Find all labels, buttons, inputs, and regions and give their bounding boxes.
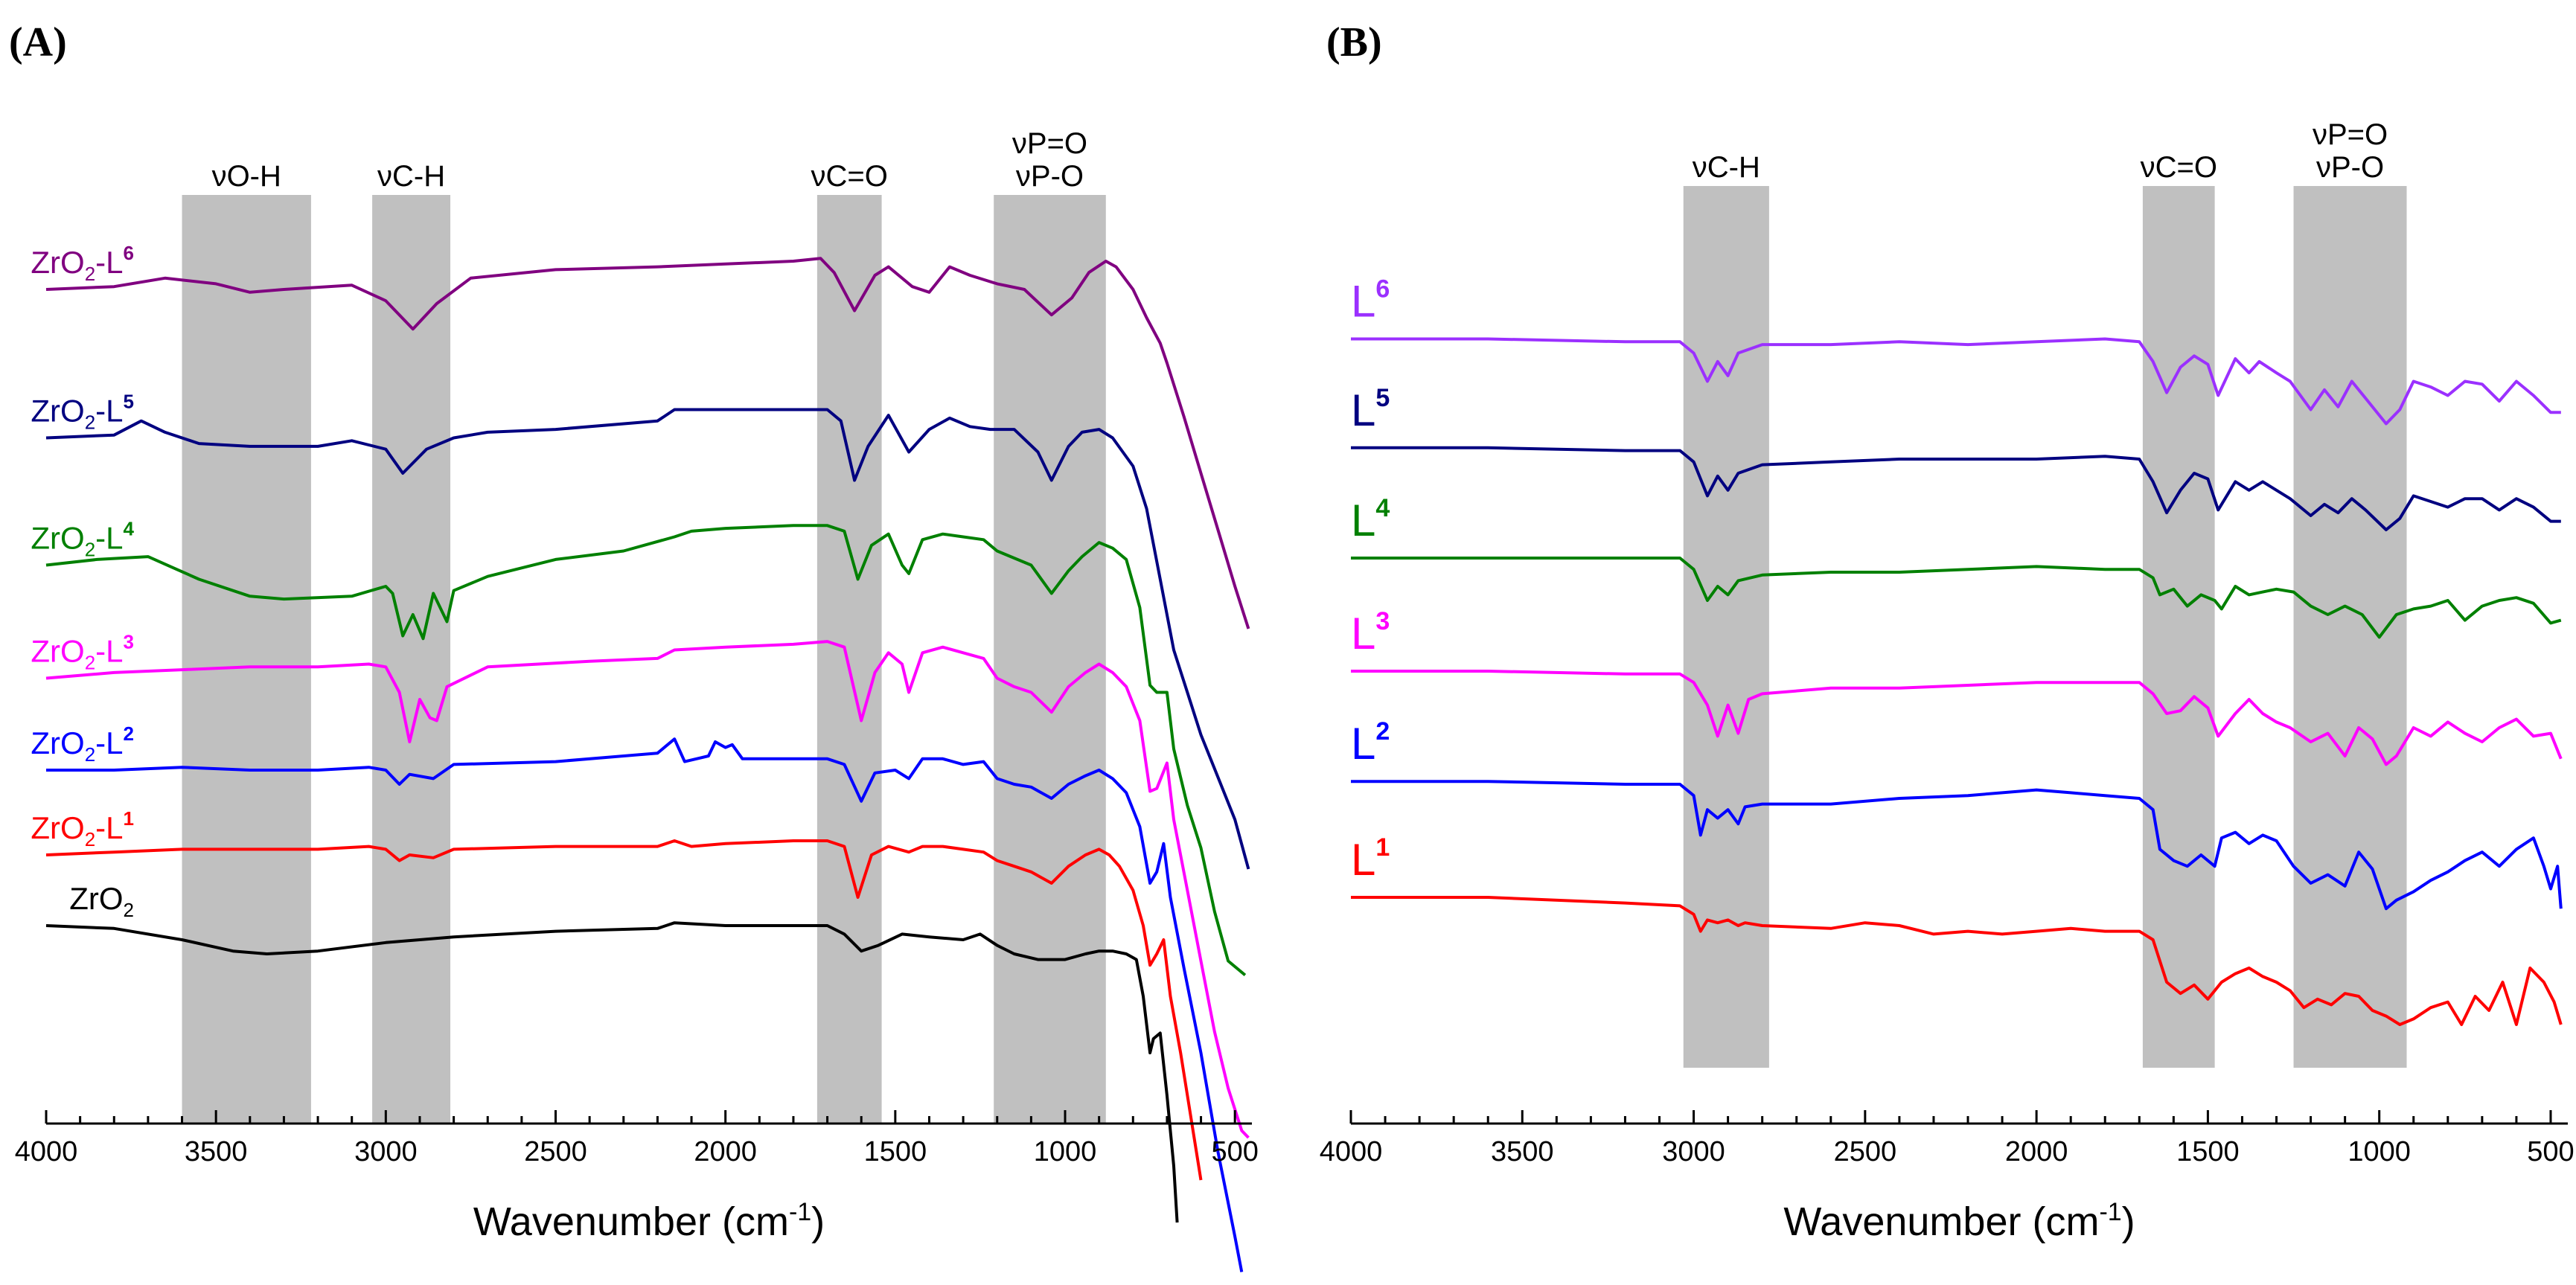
series-line-l5 (1351, 446, 2561, 531)
series-line-zro2-l4 (45, 524, 1247, 977)
x-tick-label: 1500 (864, 1136, 927, 1167)
band-label: νP-O (1016, 160, 1084, 193)
panel-label: (A) (9, 19, 67, 65)
series-label: ZrO2-L2 (31, 722, 134, 766)
x-tick-label: 500 (1211, 1136, 1258, 1167)
series-line-zro2-l5 (45, 408, 1250, 870)
x-tick-label: 500 (2527, 1136, 2574, 1167)
series-label: ZrO2-L1 (31, 807, 134, 850)
x-tick-label: 2500 (524, 1136, 587, 1167)
series-line-zro2 (45, 921, 1179, 1223)
band-shade (816, 195, 882, 1124)
x-tick-label: 4000 (1320, 1136, 1383, 1167)
panel-a: (A) νO-H νC-H νC=O νP=OνP-O ZrO2-L6 ZrO2-L5 ZrO… (9, 19, 1259, 1272)
band-shade (2142, 186, 2215, 1068)
band-shade (994, 195, 1106, 1124)
band-shade (1683, 186, 1769, 1068)
series-line-l1 (1351, 896, 2563, 1026)
series-line-zro2-l2 (46, 737, 1244, 1272)
series-line-l2 (1351, 780, 2563, 911)
band-label: νP-O (2316, 151, 2384, 184)
series-label: ZrO2-L5 (31, 391, 134, 434)
x-tick-label: 2000 (2005, 1136, 2068, 1167)
series-line-l4 (1351, 557, 2562, 639)
panel-label: (B) (1326, 19, 1382, 65)
series-label: ZrO2-L4 (31, 518, 134, 561)
series-label: L1 (1351, 833, 1390, 885)
x-tick-label: 4000 (15, 1136, 78, 1167)
series-label: ZrO2-L3 (31, 631, 134, 674)
panel-b: (B) νC-H νC=O νP=OνP-O L6 L5 L4 L3 L2 L1 4000 3500 3… (1320, 19, 2575, 1244)
series-line-zro2-l3 (45, 640, 1250, 1139)
series-line-zro2-l6 (45, 257, 1250, 629)
series-label: L6 (1351, 275, 1390, 327)
band-label: νO-H (212, 160, 281, 193)
band-label: νP=O (2313, 118, 2388, 151)
x-tick-label: 1000 (1034, 1136, 1097, 1167)
x-tick-label: 1500 (2176, 1136, 2240, 1167)
band-label: νC-H (1693, 151, 1760, 184)
x-axis-title: Wavenumber (cm-1) (1783, 1198, 2135, 1244)
band-label: νC=O (2141, 151, 2217, 184)
series-label: L5 (1351, 384, 1390, 435)
series-label: ZrO2 (69, 881, 134, 921)
series-label: L4 (1351, 494, 1390, 545)
x-tick-label: 3500 (185, 1136, 248, 1167)
x-tick-label: 1000 (2348, 1136, 2411, 1167)
x-tick-label: 3000 (354, 1136, 418, 1167)
series-line-zro2-l1 (45, 839, 1203, 1181)
band-shade (182, 195, 311, 1124)
band-shade (372, 195, 451, 1124)
x-axis-title: Wavenumber (cm-1) (473, 1198, 825, 1244)
x-tick-label: 3000 (1662, 1136, 1725, 1167)
band-label: νC=O (811, 160, 888, 193)
band-shade (2293, 186, 2407, 1068)
x-tick-label: 3500 (1491, 1136, 1554, 1167)
band-label: νP=O (1012, 127, 1087, 160)
series-label: L2 (1351, 717, 1390, 769)
x-tick-label: 2000 (694, 1136, 757, 1167)
band-label: νC-H (377, 160, 445, 193)
series-line-l3 (1351, 670, 2563, 766)
x-tick-label: 2500 (1834, 1136, 1897, 1167)
series-label: ZrO2-L6 (31, 242, 134, 285)
series-line-l6 (1351, 337, 2561, 426)
series-label: L3 (1351, 607, 1390, 658)
